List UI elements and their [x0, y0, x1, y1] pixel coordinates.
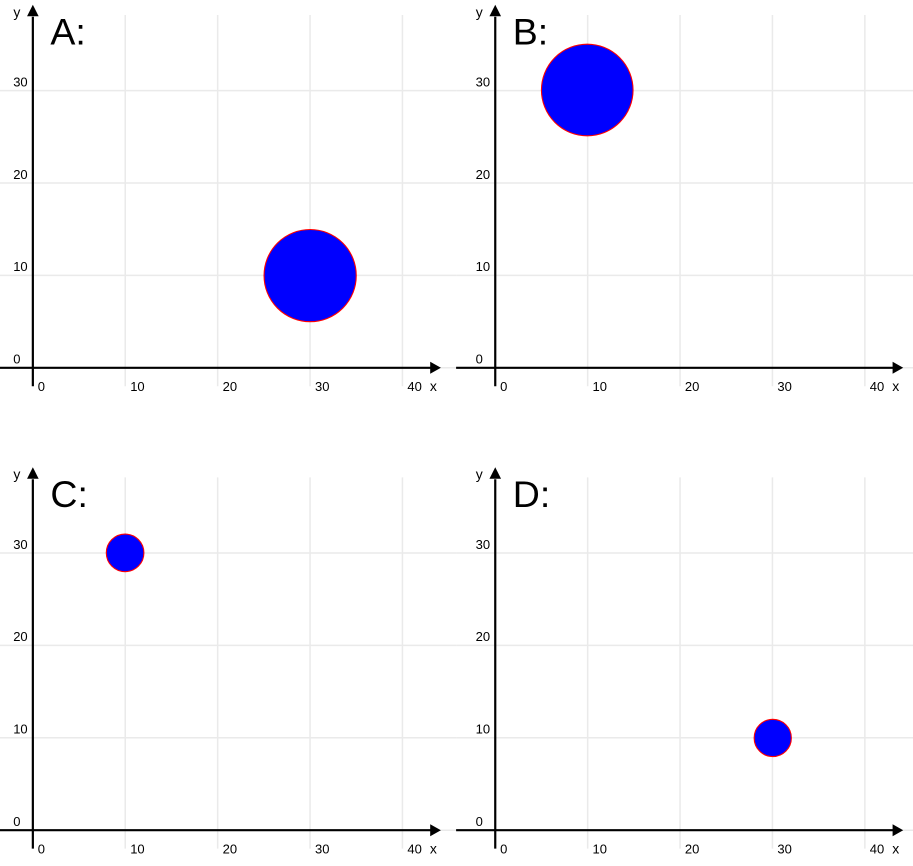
- svg-text:B:: B:: [513, 10, 548, 52]
- svg-text:10: 10: [476, 722, 490, 737]
- svg-text:0: 0: [476, 814, 483, 829]
- svg-text:40: 40: [870, 841, 884, 856]
- svg-text:D:: D:: [513, 473, 551, 515]
- svg-text:10: 10: [593, 379, 607, 394]
- svg-text:0: 0: [476, 352, 483, 367]
- svg-text:0: 0: [13, 814, 20, 829]
- svg-text:0: 0: [13, 352, 20, 367]
- svg-text:40: 40: [870, 379, 884, 394]
- svg-text:20: 20: [13, 167, 27, 182]
- svg-text:30: 30: [476, 74, 490, 89]
- svg-text:20: 20: [685, 841, 699, 856]
- svg-text:0: 0: [38, 379, 45, 394]
- svg-text:20: 20: [685, 379, 699, 394]
- svg-text:10: 10: [593, 841, 607, 856]
- svg-text:20: 20: [476, 167, 490, 182]
- svg-text:40: 40: [407, 841, 421, 856]
- svg-text:C:: C:: [50, 473, 88, 515]
- svg-text:40: 40: [407, 379, 421, 394]
- svg-text:y: y: [476, 4, 483, 20]
- svg-text:30: 30: [777, 841, 791, 856]
- svg-text:y: y: [13, 466, 20, 482]
- svg-text:20: 20: [476, 629, 490, 644]
- svg-text:10: 10: [130, 841, 144, 856]
- svg-text:30: 30: [315, 379, 329, 394]
- svg-text:10: 10: [476, 259, 490, 274]
- svg-text:A:: A:: [50, 10, 85, 52]
- svg-text:30: 30: [315, 841, 329, 856]
- svg-text:0: 0: [500, 379, 507, 394]
- svg-text:30: 30: [13, 537, 27, 552]
- svg-text:y: y: [13, 4, 20, 20]
- svg-text:0: 0: [500, 841, 507, 856]
- svg-text:10: 10: [13, 722, 27, 737]
- svg-text:x: x: [892, 378, 899, 394]
- svg-text:10: 10: [13, 259, 27, 274]
- svg-text:10: 10: [130, 379, 144, 394]
- svg-text:20: 20: [223, 379, 237, 394]
- svg-text:30: 30: [777, 379, 791, 394]
- svg-text:30: 30: [13, 74, 27, 89]
- svg-text:20: 20: [223, 841, 237, 856]
- svg-text:20: 20: [13, 629, 27, 644]
- svg-text:30: 30: [476, 537, 490, 552]
- svg-text:y: y: [476, 466, 483, 482]
- svg-text:0: 0: [38, 841, 45, 856]
- svg-text:x: x: [430, 378, 437, 394]
- svg-text:x: x: [430, 841, 437, 857]
- svg-text:x: x: [892, 841, 899, 857]
